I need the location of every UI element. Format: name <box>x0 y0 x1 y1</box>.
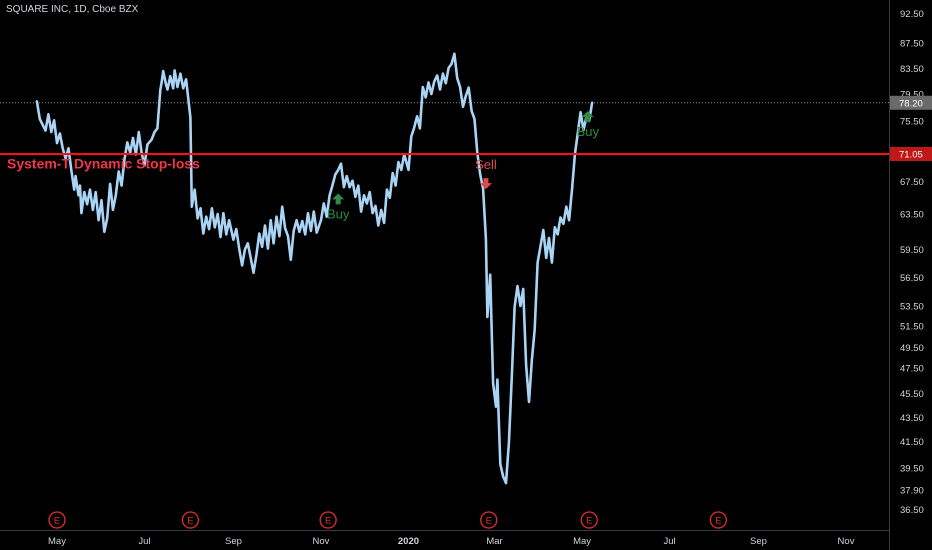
earnings-marker-icon <box>48 511 66 529</box>
y-tick-label: 67.50 <box>900 177 924 188</box>
y-tick-label: 75.50 <box>900 117 924 128</box>
last-price-tag: 78.20 <box>899 98 923 109</box>
sell-signal-label: Sell <box>475 157 497 172</box>
y-tick-label: 49.50 <box>900 343 924 354</box>
price-series-line <box>35 52 594 485</box>
y-tick-label: 39.50 <box>900 464 924 475</box>
price-axis: 92.5087.5083.5079.5075.5071.5067.5063.50… <box>900 9 924 516</box>
y-tick-label: 37.90 <box>900 486 924 497</box>
series-layer <box>35 52 594 485</box>
x-tick-label: Sep <box>225 536 242 547</box>
earnings-marker-icon <box>181 511 200 529</box>
y-tick-label: 47.50 <box>900 364 924 375</box>
x-tick-label: Sep <box>750 536 767 547</box>
sell-arrow-icon <box>479 178 492 190</box>
time-axis: May Jul Sep Nov 2020 Mar May Jul Sep Nov <box>48 536 855 547</box>
earnings-marker-label: E <box>486 516 492 527</box>
x-tick-label: Mar <box>486 536 502 547</box>
y-tick-label: 63.50 <box>900 210 924 221</box>
earnings-marker-icon <box>709 511 727 529</box>
buy-signal-label: Buy <box>327 206 350 221</box>
x-tick-label: Nov <box>313 536 330 547</box>
y-tick-label: 36.50 <box>900 505 924 516</box>
y-tick-label: 83.50 <box>900 64 924 75</box>
x-tick-label: Nov <box>838 536 855 547</box>
last-price-tag-bg <box>890 95 932 110</box>
earnings-marker-label: E <box>586 516 592 527</box>
x-tick-label: May <box>48 536 66 547</box>
earnings-marker-icon <box>480 511 498 529</box>
buy-signal-label: Buy <box>577 124 600 139</box>
y-tick-label: 41.50 <box>900 437 924 448</box>
y-tick-label: 51.50 <box>900 322 924 333</box>
price-tags: 78.20 71.05 <box>890 95 932 161</box>
stop-level-tag: 71.05 <box>899 149 923 160</box>
axis-lines <box>0 0 890 550</box>
y-tick-label: 92.50 <box>900 9 924 20</box>
stop-loss-layer: System-T Dynamic Stop-loss <box>0 152 889 172</box>
y-tick-label: 87.50 <box>900 39 924 50</box>
symbol-title: SQUARE INC, 1D, Cboe BZX <box>6 4 139 15</box>
earnings-marker-label: E <box>187 516 193 527</box>
signals-layer: Buy Sell Buy <box>327 110 600 221</box>
x-tick-label: Jul <box>663 536 675 547</box>
earnings-marker-label: E <box>325 516 331 527</box>
earnings-marker-label: E <box>54 516 60 527</box>
x-tick-label: May <box>573 536 591 547</box>
earnings-marker-icon <box>319 511 337 529</box>
x-tick-label: Jul <box>138 536 150 547</box>
stop-level-tag-bg <box>890 146 932 161</box>
y-tick-label: 45.50 <box>900 389 924 400</box>
earnings-marker-label: E <box>715 516 721 527</box>
stop-loss-label: System-T Dynamic Stop-loss <box>7 156 200 172</box>
earnings-marker-icon <box>580 511 598 529</box>
y-tick-label: 43.50 <box>900 413 924 424</box>
buy-arrow-icon <box>332 193 345 205</box>
y-tick-label: 59.50 <box>900 245 924 256</box>
y-tick-label: 79.50 <box>900 90 924 101</box>
y-tick-label: 56.50 <box>900 273 924 284</box>
buy-arrow-icon <box>581 110 594 122</box>
y-tick-label: 53.50 <box>900 302 924 313</box>
x-tick-label: 2020 <box>398 536 419 547</box>
